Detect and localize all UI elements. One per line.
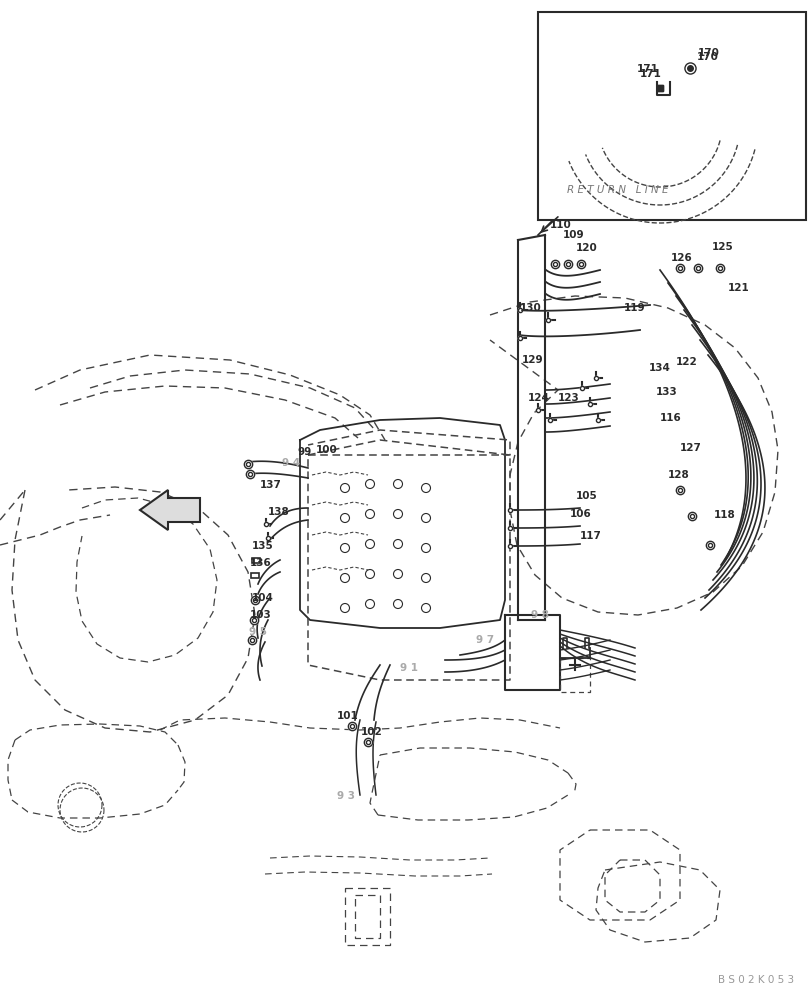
Circle shape bbox=[340, 574, 349, 582]
Circle shape bbox=[421, 514, 430, 522]
Text: 100: 100 bbox=[315, 445, 337, 455]
Text: 138: 138 bbox=[268, 507, 290, 517]
Text: 9 3: 9 3 bbox=[337, 791, 354, 801]
Text: 106: 106 bbox=[569, 509, 591, 519]
Text: 128: 128 bbox=[667, 470, 689, 480]
Text: 126: 126 bbox=[670, 253, 692, 263]
Circle shape bbox=[365, 510, 374, 518]
Text: 9 7: 9 7 bbox=[475, 635, 494, 645]
Circle shape bbox=[393, 510, 402, 518]
Text: 133: 133 bbox=[655, 387, 677, 397]
Text: 118: 118 bbox=[713, 510, 735, 520]
Text: 119: 119 bbox=[623, 303, 645, 313]
Circle shape bbox=[421, 574, 430, 582]
Text: 102: 102 bbox=[361, 727, 382, 737]
Text: 109: 109 bbox=[562, 230, 584, 240]
Circle shape bbox=[365, 540, 374, 548]
Text: 134: 134 bbox=[648, 363, 670, 373]
Text: 9 5: 9 5 bbox=[249, 627, 267, 637]
Text: R E T U R N   L I N E: R E T U R N L I N E bbox=[566, 185, 667, 195]
Text: 171: 171 bbox=[636, 64, 658, 74]
Circle shape bbox=[421, 484, 430, 492]
Bar bbox=[538, 12, 805, 220]
Circle shape bbox=[340, 544, 349, 552]
Text: 136: 136 bbox=[250, 558, 272, 568]
Text: 121: 121 bbox=[727, 283, 749, 293]
Text: B S 0 2 K 0 5 3: B S 0 2 K 0 5 3 bbox=[717, 975, 793, 985]
Text: 137: 137 bbox=[260, 480, 281, 490]
Text: 120: 120 bbox=[575, 243, 597, 253]
Text: 130: 130 bbox=[519, 303, 541, 313]
Text: 124: 124 bbox=[527, 393, 549, 403]
Text: 170: 170 bbox=[697, 48, 719, 58]
Circle shape bbox=[340, 603, 349, 612]
Circle shape bbox=[365, 480, 374, 488]
Text: 129: 129 bbox=[521, 355, 543, 365]
Text: 123: 123 bbox=[557, 393, 579, 403]
Text: 122: 122 bbox=[676, 357, 697, 367]
Circle shape bbox=[340, 514, 349, 522]
Circle shape bbox=[421, 544, 430, 552]
Circle shape bbox=[393, 570, 402, 578]
Text: 110: 110 bbox=[549, 220, 571, 230]
Text: 125: 125 bbox=[711, 242, 733, 252]
Text: 99: 99 bbox=[298, 447, 312, 457]
Text: 127: 127 bbox=[679, 443, 701, 453]
Circle shape bbox=[421, 603, 430, 612]
Text: 105: 105 bbox=[575, 491, 597, 501]
Text: 116: 116 bbox=[659, 413, 681, 423]
Circle shape bbox=[393, 599, 402, 608]
Text: 171: 171 bbox=[639, 69, 661, 79]
Circle shape bbox=[393, 480, 402, 488]
Text: 103: 103 bbox=[250, 610, 272, 620]
Polygon shape bbox=[139, 490, 200, 530]
Circle shape bbox=[365, 599, 374, 608]
Text: 135: 135 bbox=[251, 541, 273, 551]
Text: 101: 101 bbox=[337, 711, 358, 721]
Bar bbox=[251, 558, 260, 562]
Text: 117: 117 bbox=[579, 531, 601, 541]
Text: 9 8: 9 8 bbox=[530, 610, 548, 620]
Circle shape bbox=[365, 570, 374, 578]
Circle shape bbox=[340, 484, 349, 492]
Text: 9 1: 9 1 bbox=[400, 663, 418, 673]
Bar bbox=[251, 572, 259, 578]
Circle shape bbox=[393, 540, 402, 548]
Text: 104: 104 bbox=[251, 593, 273, 603]
Text: 9 4: 9 4 bbox=[281, 458, 300, 468]
Text: 170: 170 bbox=[696, 52, 718, 62]
